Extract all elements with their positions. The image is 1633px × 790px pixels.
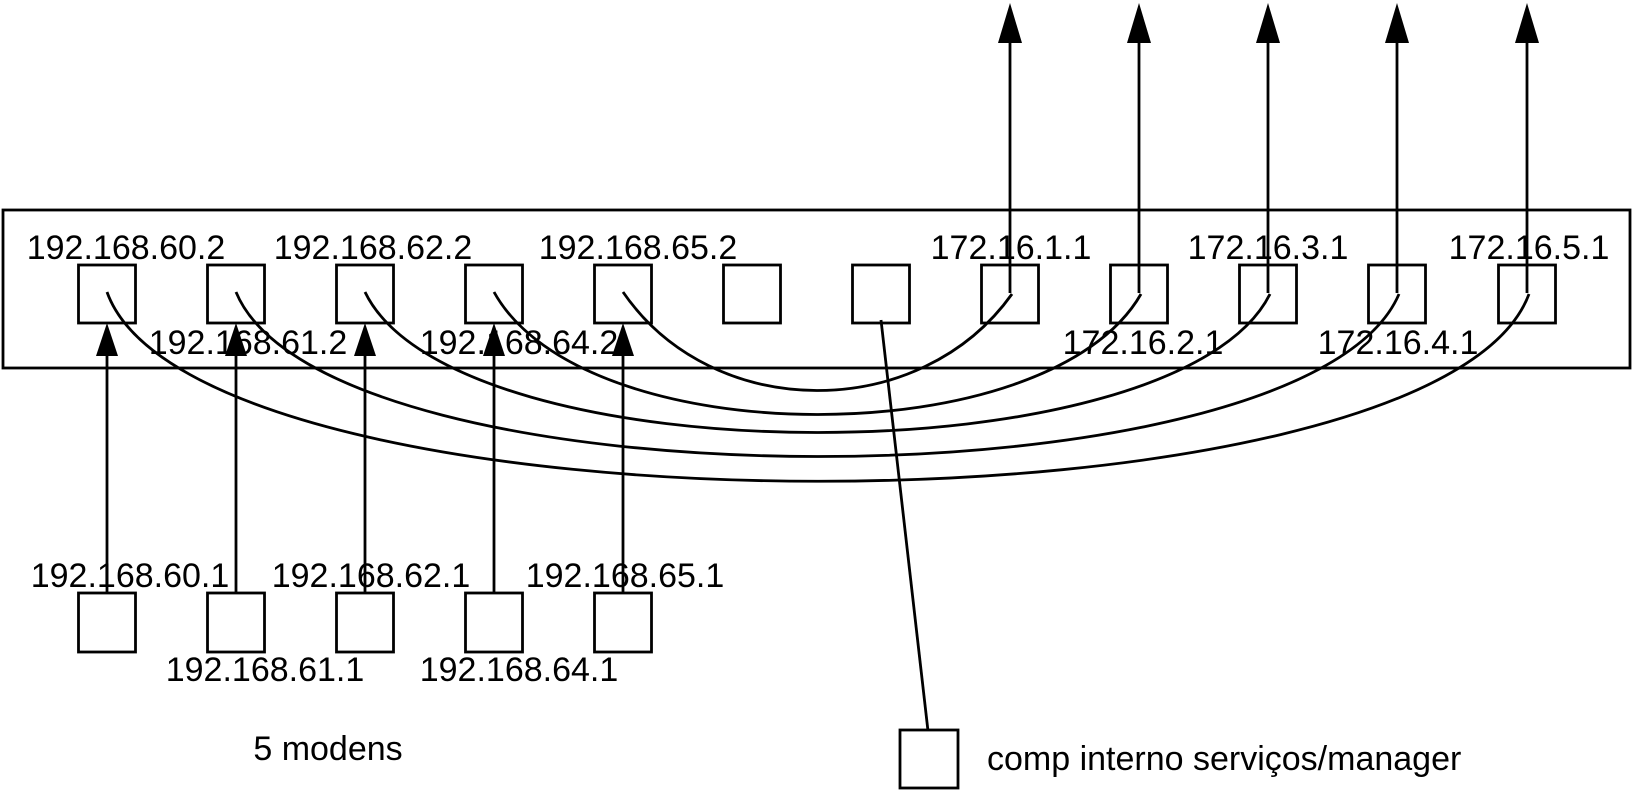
modem-box-4 xyxy=(464,591,524,654)
port-ip-label-3: 192.168.62.2 xyxy=(273,229,473,267)
modem-uplink-arrowhead-3 xyxy=(354,323,376,356)
port-ip-label-10: 172.16.3.1 xyxy=(1187,229,1349,267)
port-ip-label-12: 172.16.5.1 xyxy=(1448,229,1610,267)
router-port-7 xyxy=(851,263,911,325)
uplink-arrowhead-2 xyxy=(1127,3,1151,43)
computer-label: comp interno serviços/manager xyxy=(987,740,1462,778)
router-port-11 xyxy=(1367,263,1427,325)
modem-box-3 xyxy=(335,591,395,654)
nat-curve-2 xyxy=(492,291,1143,416)
modem-uplink-arrowhead-4 xyxy=(483,323,505,356)
nat-curve-5 xyxy=(105,291,1531,483)
modem-uplink-arrowhead-2 xyxy=(225,323,247,356)
uplink-arrowhead-3 xyxy=(1256,3,1280,43)
modem-ip-label-1: 192.168.60.1 xyxy=(30,557,230,595)
modem-ip-label-3: 192.168.62.1 xyxy=(271,557,471,595)
modem-uplink-arrowhead-1 xyxy=(96,323,118,356)
modem-box-5 xyxy=(593,591,653,654)
modem-ip-label-5: 192.168.65.1 xyxy=(525,557,725,595)
port-ip-label-5: 192.168.65.2 xyxy=(538,229,738,267)
modems-caption: 5 modens xyxy=(253,730,403,768)
modem-ip-label-4: 192.168.64.1 xyxy=(419,651,619,689)
nat-curve-4 xyxy=(234,291,1401,458)
port-ip-label-9: 172.16.2.1 xyxy=(1062,324,1224,362)
modem-box-1 xyxy=(77,591,137,654)
nat-curve-3 xyxy=(363,291,1272,434)
uplink-arrowhead-1 xyxy=(998,3,1022,43)
modem-box-2 xyxy=(206,591,266,654)
port-ip-label-11: 172.16.4.1 xyxy=(1317,324,1479,362)
computer-link-line xyxy=(879,319,930,732)
port-ip-label-4: 192.168.64.2 xyxy=(419,324,619,362)
nat-curve-1 xyxy=(621,291,1014,392)
uplink-arrowhead-4 xyxy=(1385,3,1409,43)
computer-box xyxy=(898,728,960,790)
port-ip-label-8: 172.16.1.1 xyxy=(930,229,1092,267)
router-port-8 xyxy=(980,263,1040,325)
port-ip-label-1: 192.168.60.2 xyxy=(26,229,226,267)
uplink-arrowhead-5 xyxy=(1515,3,1539,43)
router-port-12 xyxy=(1497,263,1557,325)
router-port-6 xyxy=(722,263,782,325)
modem-ip-label-2: 192.168.61.1 xyxy=(165,651,365,689)
port-ip-label-2: 192.168.61.2 xyxy=(148,324,348,362)
modem-uplink-arrowhead-5 xyxy=(612,323,634,356)
